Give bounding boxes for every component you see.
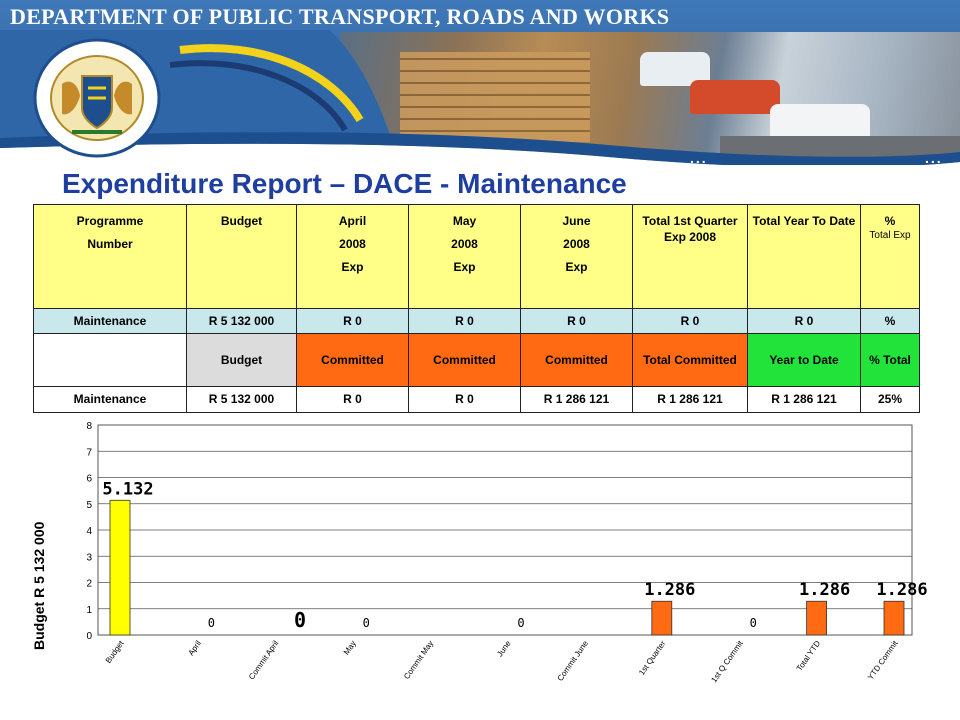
table-cell: Budget (186, 333, 297, 387)
header-text: 2008 (563, 237, 590, 252)
y-tick-label: 4 (86, 526, 92, 537)
table-header-row: Programme Number Budget April 2008 Exp M… (33, 204, 920, 309)
header-text: June (562, 214, 591, 228)
x-tick-label: Commit May (402, 639, 435, 681)
header-text: Total Year To Date (752, 214, 856, 228)
table-cell: R 0 (408, 386, 521, 413)
chart-data-label: 1.286 (644, 580, 695, 600)
department-banner: DEPARTMENT OF PUBLIC TRANSPORT, ROADS AN… (0, 0, 960, 165)
y-tick-label: 0 (86, 631, 92, 642)
table-cell: R 1 286 121 (520, 386, 633, 413)
table-cell: 25% (860, 386, 920, 413)
chart-data-label: 0 (517, 616, 524, 630)
table-cell: R 1 286 121 (632, 386, 748, 413)
table-cell: Year to Date (747, 333, 861, 387)
y-tick-label: 1 (86, 605, 92, 616)
chart-data-label: 0 (750, 616, 757, 630)
table-cell: R 0 (408, 308, 521, 334)
table-cell: R 0 (632, 308, 748, 334)
y-tick-label: 2 (86, 579, 92, 590)
table-cell: Total Committed (632, 333, 748, 387)
photo-minibus (770, 104, 870, 138)
x-tick-label: Commit April (247, 639, 281, 681)
x-tick-label: 1st Quarter (637, 639, 668, 677)
y-tick-label: 7 (86, 447, 92, 458)
header-text: Number (87, 237, 133, 252)
table-cell: Committed (520, 333, 633, 387)
x-tick-label: YTD Commit (866, 638, 900, 681)
x-tick-label: Commit June (556, 639, 591, 683)
photo-minibus (690, 80, 780, 114)
header-text: Programme (76, 214, 144, 228)
table-cell: Committed (408, 333, 521, 387)
chart-data-label: 0 (294, 608, 306, 632)
table-row-expenditure: Maintenance R 5 132 000 R 0 R 0 R 0 R 0 … (33, 308, 920, 334)
table-cell: R 5 132 000 (186, 308, 297, 334)
header-budget: Budget (186, 204, 297, 309)
x-tick-label: April (186, 639, 203, 657)
x-tick-label: June (495, 639, 513, 659)
table-cell: Committed (296, 333, 409, 387)
table-cell: Maintenance (33, 308, 187, 334)
header-text: 2008 (339, 237, 366, 252)
header-text: May (452, 214, 477, 228)
x-tick-label: 1st Q Commit (709, 638, 745, 684)
y-tick-label: 5 (86, 500, 92, 511)
decor-dots: ... (690, 150, 708, 165)
chart-data-label: 0 (208, 616, 215, 630)
y-tick-label: 3 (86, 552, 92, 563)
chart-bar (651, 600, 673, 636)
decor-dots: ... (925, 150, 943, 165)
table-cell: % Total (860, 333, 920, 387)
header-programme-number: Programme Number (33, 204, 187, 309)
header-april: April 2008 Exp (296, 204, 409, 309)
header-total-year-to-date: Total Year To Date (747, 204, 861, 309)
photo-brick-wall (400, 52, 590, 142)
chart-data-label: 1.286 (876, 580, 927, 600)
header-text: Exp (565, 260, 588, 275)
table-row-committed-header: Budget Committed Committed Committed Tot… (33, 333, 920, 387)
table-cell: R 0 (296, 308, 409, 334)
header-text: April (338, 214, 367, 228)
chart-data-label: 1.286 (799, 580, 850, 600)
header-text: Exp (341, 260, 364, 275)
x-tick-label: May (342, 639, 358, 657)
page-title: Expenditure Report – DACE - Maintenance (62, 168, 627, 199)
chart-bar (109, 499, 131, 636)
header-may: May 2008 Exp (408, 204, 521, 309)
banner-title: DEPARTMENT OF PUBLIC TRANSPORT, ROADS AN… (10, 4, 670, 29)
table-cell: R 0 (296, 386, 409, 413)
table-cell (33, 333, 187, 387)
header-text: 2008 (451, 237, 478, 252)
table-cell: R 0 (747, 308, 861, 334)
gauteng-coat-of-arms-logo (33, 38, 161, 158)
header-text: Total Exp (869, 230, 911, 242)
x-tick-label: Budget (104, 638, 126, 665)
chart-data-label: 5.132 (102, 479, 153, 499)
y-tick-label: 6 (86, 474, 92, 485)
header-text: Exp (453, 260, 476, 275)
table-cell: % (860, 308, 920, 334)
table-cell: Maintenance (33, 386, 187, 413)
header-june: June 2008 Exp (520, 204, 633, 309)
x-tick-label: Total YTD (795, 639, 823, 673)
chart-bar (806, 600, 827, 636)
chart-bar (883, 600, 905, 636)
header-text: Budget (220, 214, 263, 228)
table-cell: R 5 132 000 (186, 386, 297, 413)
y-tick-label: 8 (86, 421, 92, 432)
header-text: Total 1st Quarter Exp 2008 (642, 214, 738, 245)
header-percent-total-exp: % Total Exp (860, 204, 920, 309)
header-total-1st-quarter: Total 1st Quarter Exp 2008 (632, 204, 748, 309)
table-cell: R 1 286 121 (747, 386, 861, 413)
expenditure-table: Programme Number Budget April 2008 Exp M… (33, 204, 920, 413)
table-row-committed: Maintenance R 5 132 000 R 0 R 0 R 1 286 … (33, 386, 920, 413)
header-text: % (884, 214, 896, 228)
banner-wave-graphic (0, 30, 960, 165)
chart-data-label: 0 (363, 616, 370, 630)
table-cell: R 0 (520, 308, 633, 334)
